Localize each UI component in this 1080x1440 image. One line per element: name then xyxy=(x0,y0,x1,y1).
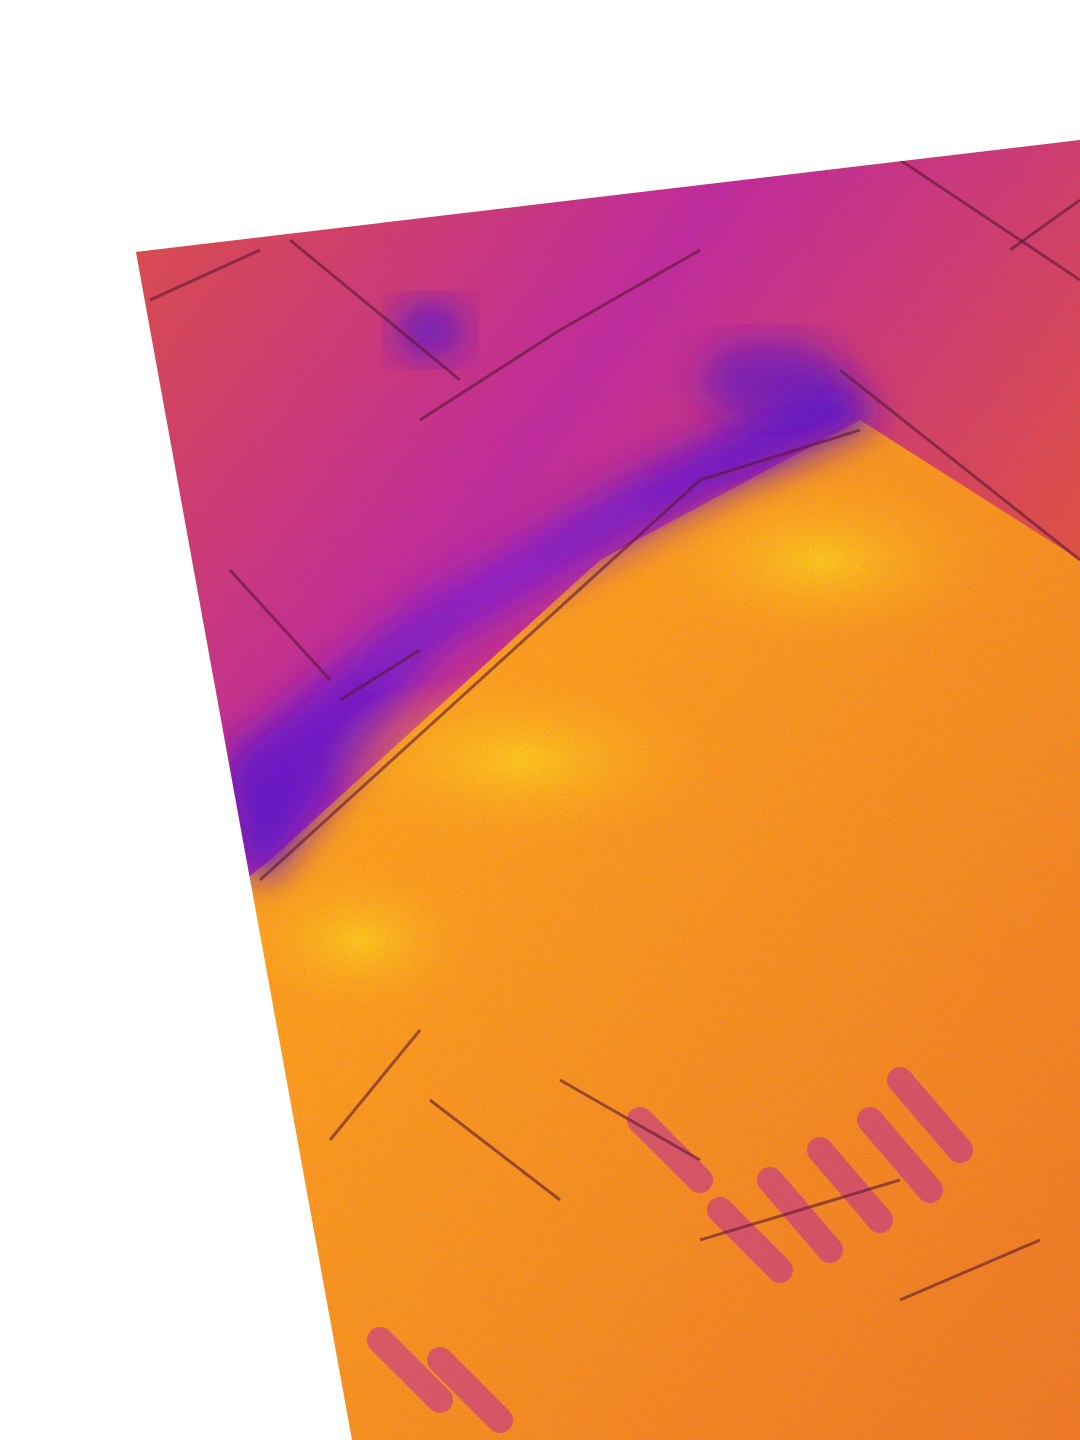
thermal-image-canvas xyxy=(136,140,1080,1440)
thermal-content xyxy=(136,140,1080,1440)
thermal-photo xyxy=(136,140,1080,1440)
